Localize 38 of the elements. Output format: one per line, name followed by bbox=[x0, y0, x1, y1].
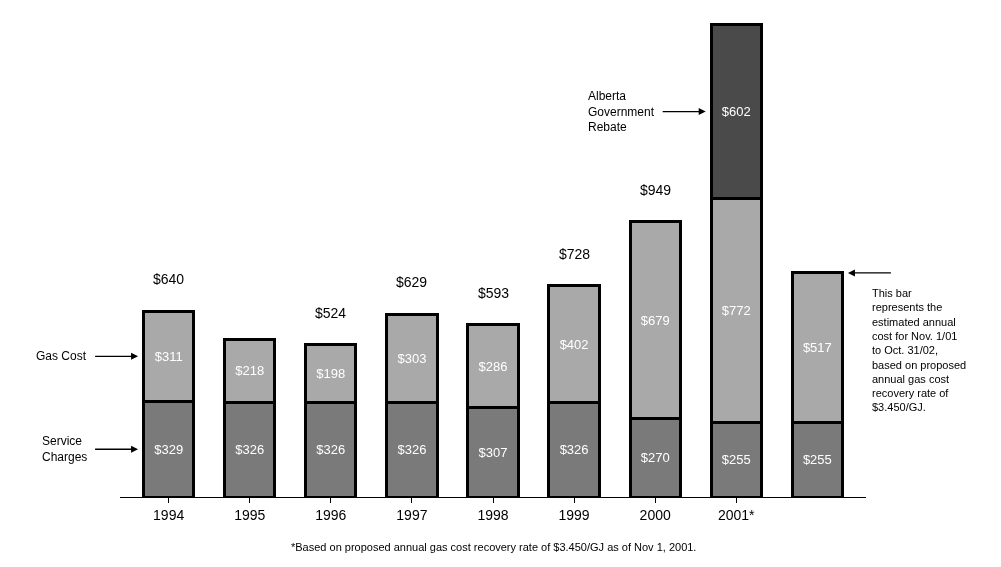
total-label: $640 bbox=[153, 271, 185, 287]
x-tick-label: 1996 bbox=[315, 506, 347, 523]
data-label: $286 bbox=[478, 358, 508, 374]
data-label: $307 bbox=[478, 444, 508, 460]
data-label: $326 bbox=[397, 442, 427, 458]
x-tick-label: 1995 bbox=[234, 506, 266, 523]
data-label: $402 bbox=[559, 336, 589, 352]
total-label: $728 bbox=[559, 246, 591, 262]
data-label: $311 bbox=[154, 348, 183, 364]
data-label: $326 bbox=[559, 442, 589, 458]
legend-label: Service Charges bbox=[42, 434, 88, 464]
data-label: $326 bbox=[316, 442, 346, 458]
data-label: $270 bbox=[640, 450, 670, 466]
data-label: $329 bbox=[154, 441, 184, 457]
text: This bar represents the estimated annual cost for Nov. 1/01 to Oct. 31/02, based on proposed annual gas cost recovery rate of $3.450/GJ. bbox=[872, 287, 967, 414]
data-label: $255 bbox=[802, 452, 832, 468]
total-label: $629 bbox=[396, 274, 428, 290]
text: *Based on proposed annual gas cost recovery rate of $3.450/GJ as of Nov 1, 2001. bbox=[291, 541, 697, 553]
legend-label: Alberta Government Rebate bbox=[588, 89, 655, 135]
x-tick-label: 1994 bbox=[153, 506, 185, 523]
data-label: $772 bbox=[721, 303, 751, 319]
x-tick-label: 2000 bbox=[639, 506, 671, 523]
total-label: $593 bbox=[478, 285, 510, 301]
data-label: $303 bbox=[397, 350, 427, 366]
legend-label: Gas Cost bbox=[36, 349, 87, 363]
data-label: $218 bbox=[235, 363, 265, 379]
data-label: $679 bbox=[640, 312, 670, 328]
data-label: $326 bbox=[235, 442, 265, 458]
data-label: $255 bbox=[721, 452, 751, 468]
data-label: $517 bbox=[802, 340, 832, 356]
x-tick-label: 1999 bbox=[558, 506, 590, 523]
total-label: $524 bbox=[315, 305, 347, 321]
x-tick-label: 1997 bbox=[396, 506, 428, 523]
x-tick-label: 2001* bbox=[717, 506, 756, 523]
data-label: $602 bbox=[721, 104, 751, 120]
data-label: $198 bbox=[316, 366, 346, 382]
x-tick-label: 1998 bbox=[477, 506, 509, 523]
total-label: $949 bbox=[640, 182, 672, 198]
